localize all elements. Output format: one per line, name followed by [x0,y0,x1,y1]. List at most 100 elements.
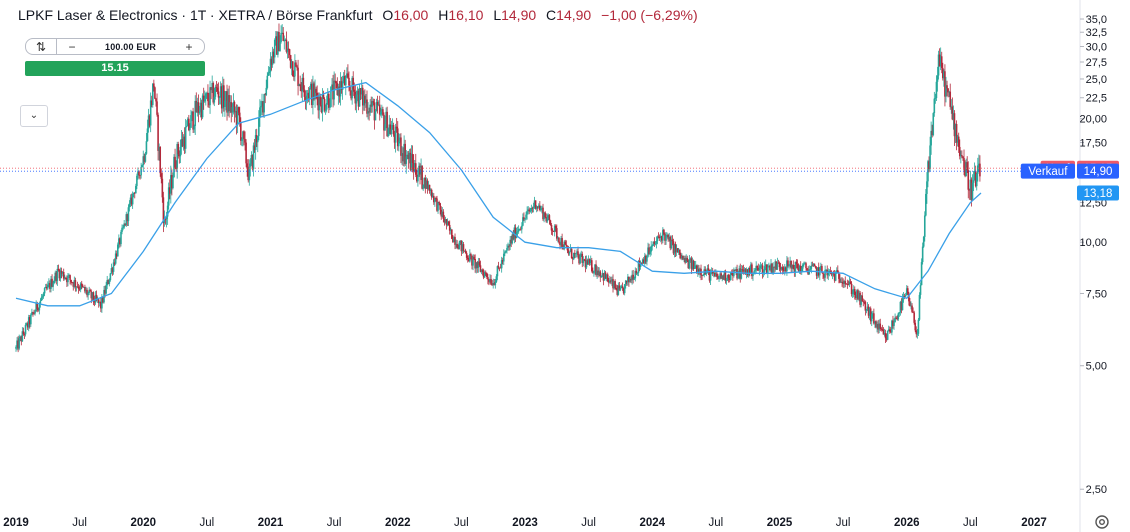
candle-body [568,251,571,254]
candle-body [868,308,871,316]
candle-body [531,208,534,209]
candle-body [928,161,930,170]
candle-body [218,97,221,98]
candle-body [671,239,674,242]
candle-body [964,169,966,177]
candle-body [838,272,840,279]
candle-body [667,234,669,240]
candle-body [619,288,622,290]
candle-body [62,271,65,279]
candle-body [923,215,926,237]
y-tick-label: 5,00 [1086,361,1107,373]
candle-body [267,73,270,76]
candle-body [707,268,710,271]
minus-icon[interactable]: − [68,39,76,54]
candle-body [534,200,537,209]
candle-body [644,255,646,264]
candle-body [289,55,292,68]
candle-body [293,76,295,77]
buy-button[interactable]: 15.15 [25,61,205,76]
candle-body [178,154,181,157]
plus-icon[interactable]: + [185,39,193,54]
candle-body [133,192,136,194]
candle-body [954,123,957,137]
candle-body [53,280,55,284]
candle-body [437,201,439,211]
y-tick-label: 27,5 [1086,57,1107,69]
candle-body [662,229,664,241]
candle-body [609,280,611,283]
candle-body [31,312,33,315]
candle-body [80,283,83,286]
candle-body [359,88,362,95]
candle-body [461,244,464,252]
candle-body [496,266,499,277]
candle-body [23,334,26,335]
candle-body [443,218,446,223]
candle-body [311,83,313,106]
candle-body [914,322,917,331]
candle-body [469,254,471,262]
candle-body [556,228,558,239]
candle-body [502,253,505,262]
candle-body [829,270,832,272]
candle-body [970,179,973,200]
candle-body [560,238,562,246]
candle-body [369,104,371,113]
y-tick-label: 7,50 [1086,288,1107,300]
candle-body [319,96,322,105]
candle-body [795,261,798,265]
candle-body [370,104,373,107]
candle-body [782,270,785,272]
swap-arrows-icon[interactable]: ⇅ [35,39,47,54]
x-tick-label: 2024 [639,517,665,529]
candle-body [147,115,150,129]
candle-body [974,170,977,187]
candle-body [176,143,178,169]
candle-body [576,251,578,254]
candle-body [72,282,75,287]
candle-body [361,87,364,106]
candle-body [17,340,19,349]
verkauf-label: Verkauf [1028,166,1068,178]
candle-body [112,262,115,272]
candle-body [599,271,602,278]
candle-body [334,80,336,82]
symbol-title: LPKF Laser & Electronics · 1T · XETRA / … [18,7,373,23]
candle-body [451,229,453,239]
gear-icon[interactable] [1094,514,1110,530]
candle-body [199,102,202,112]
candle-body [263,94,265,113]
candle-body [332,84,334,100]
candle-body [449,229,452,231]
candle-body [668,236,671,240]
order-amount[interactable]: 100.00 EUR [104,41,157,52]
candle-body [595,264,597,275]
candle-body [879,323,882,329]
candle-body [93,300,96,303]
candle-body [439,203,441,210]
candle-body [24,324,27,335]
candle-body [430,189,433,198]
candle-body [530,208,533,211]
candle-body [898,312,901,314]
candle-body [641,259,644,264]
candle-body [422,184,424,189]
candle-body [231,106,234,113]
candle-body [663,229,665,235]
candle-body [639,263,642,267]
chevron-down-icon[interactable]: ⌄ [20,105,48,127]
verkauf-value-tag [1077,163,1119,179]
y-tick-label: 32,5 [1086,27,1107,39]
candle-body [324,109,327,111]
candle-body [60,270,63,274]
candle-body [747,267,750,276]
candle-body [551,230,554,232]
candle-body [509,239,511,247]
candle-body [841,281,843,283]
candle-body [264,94,266,95]
candle-body [769,265,771,271]
candle-body [307,92,310,99]
candle-body [788,264,790,267]
